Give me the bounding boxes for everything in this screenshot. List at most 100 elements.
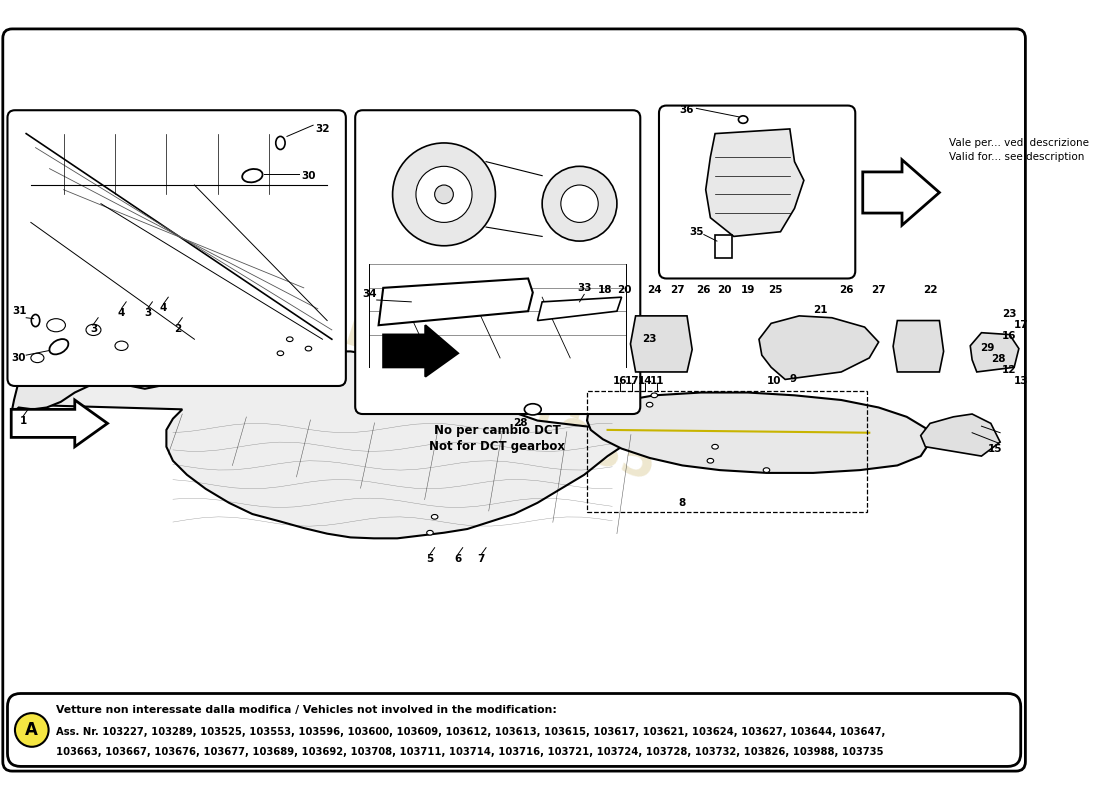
Ellipse shape bbox=[712, 444, 718, 449]
Text: 27: 27 bbox=[670, 285, 685, 294]
Ellipse shape bbox=[763, 468, 770, 473]
Text: 20: 20 bbox=[717, 285, 732, 294]
Ellipse shape bbox=[738, 116, 748, 123]
Text: number 1985: number 1985 bbox=[292, 329, 662, 490]
Ellipse shape bbox=[31, 314, 40, 326]
Ellipse shape bbox=[277, 351, 284, 356]
Text: 28: 28 bbox=[514, 418, 528, 428]
Text: 31: 31 bbox=[12, 306, 26, 316]
Text: 103663, 103667, 103676, 103677, 103689, 103692, 103708, 103711, 103714, 103716, : 103663, 103667, 103676, 103677, 103689, … bbox=[56, 747, 883, 758]
Circle shape bbox=[393, 143, 495, 246]
Text: 21: 21 bbox=[813, 306, 828, 315]
Text: 30: 30 bbox=[11, 353, 26, 363]
Text: 25: 25 bbox=[769, 285, 783, 294]
Ellipse shape bbox=[286, 337, 293, 342]
Ellipse shape bbox=[651, 393, 658, 398]
Text: 5: 5 bbox=[427, 554, 433, 564]
Circle shape bbox=[561, 185, 598, 222]
Circle shape bbox=[542, 166, 617, 241]
FancyBboxPatch shape bbox=[355, 110, 640, 414]
Polygon shape bbox=[630, 316, 692, 372]
Text: 17: 17 bbox=[1013, 320, 1028, 330]
Text: 15: 15 bbox=[988, 444, 1003, 454]
Text: 11: 11 bbox=[650, 376, 664, 386]
Circle shape bbox=[434, 185, 453, 204]
Text: Ass. Nr. 103227, 103289, 103525, 103553, 103596, 103600, 103609, 103612, 103613,: Ass. Nr. 103227, 103289, 103525, 103553,… bbox=[56, 727, 886, 737]
Text: 14: 14 bbox=[638, 376, 652, 386]
Text: 29: 29 bbox=[980, 342, 994, 353]
Bar bbox=[587, 390, 868, 512]
Circle shape bbox=[416, 166, 472, 222]
Text: 2: 2 bbox=[174, 324, 182, 334]
Ellipse shape bbox=[46, 318, 65, 332]
Ellipse shape bbox=[50, 339, 68, 354]
Text: 4: 4 bbox=[160, 303, 167, 314]
Text: 3: 3 bbox=[90, 324, 97, 334]
Ellipse shape bbox=[647, 402, 653, 407]
Text: 4: 4 bbox=[118, 308, 125, 318]
Ellipse shape bbox=[116, 341, 128, 350]
Text: A: A bbox=[25, 721, 39, 739]
Text: 16: 16 bbox=[613, 376, 627, 386]
FancyBboxPatch shape bbox=[8, 694, 1021, 766]
Text: Vale per... vedi descrizione: Vale per... vedi descrizione bbox=[948, 138, 1089, 148]
Text: 33: 33 bbox=[578, 283, 592, 293]
Text: Vetture non interessate dalla modifica / Vehicles not involved in the modificati: Vetture non interessate dalla modifica /… bbox=[56, 706, 557, 715]
Text: 26: 26 bbox=[695, 285, 711, 294]
Polygon shape bbox=[587, 393, 931, 473]
Ellipse shape bbox=[427, 530, 433, 535]
Text: 28: 28 bbox=[991, 354, 1005, 364]
Polygon shape bbox=[11, 306, 183, 414]
Text: 20: 20 bbox=[617, 285, 631, 294]
Polygon shape bbox=[538, 297, 621, 321]
Text: 36: 36 bbox=[680, 106, 694, 115]
Text: 1: 1 bbox=[20, 415, 28, 426]
Text: 23: 23 bbox=[1002, 309, 1016, 319]
Polygon shape bbox=[759, 316, 879, 379]
Ellipse shape bbox=[31, 354, 44, 362]
Text: Valid for... see description: Valid for... see description bbox=[948, 152, 1085, 162]
Polygon shape bbox=[378, 278, 532, 326]
Text: 19: 19 bbox=[740, 285, 755, 294]
Text: No per cambio DCT: No per cambio DCT bbox=[433, 424, 561, 438]
Text: 9: 9 bbox=[789, 374, 796, 385]
Text: 10: 10 bbox=[767, 376, 781, 386]
Ellipse shape bbox=[86, 324, 101, 335]
Text: 22: 22 bbox=[923, 285, 937, 294]
FancyBboxPatch shape bbox=[8, 110, 345, 386]
Text: 13: 13 bbox=[1013, 376, 1028, 386]
Ellipse shape bbox=[525, 404, 541, 415]
FancyBboxPatch shape bbox=[659, 106, 856, 278]
Polygon shape bbox=[921, 414, 1000, 456]
Polygon shape bbox=[19, 346, 625, 538]
Text: 6: 6 bbox=[454, 554, 462, 564]
Text: 24: 24 bbox=[647, 285, 661, 294]
Polygon shape bbox=[970, 333, 1019, 372]
Polygon shape bbox=[11, 400, 108, 446]
Text: 27: 27 bbox=[871, 285, 886, 294]
Text: a possibility for part: a possibility for part bbox=[167, 250, 730, 474]
Ellipse shape bbox=[707, 458, 714, 463]
Text: 32: 32 bbox=[316, 124, 330, 134]
Text: 16: 16 bbox=[1002, 331, 1016, 342]
Text: 34: 34 bbox=[362, 290, 376, 299]
Ellipse shape bbox=[242, 169, 263, 182]
Text: 12: 12 bbox=[1002, 365, 1016, 375]
Text: 35: 35 bbox=[689, 226, 704, 237]
Text: 26: 26 bbox=[838, 285, 854, 294]
Ellipse shape bbox=[276, 137, 285, 150]
Text: 8: 8 bbox=[679, 498, 686, 508]
Bar bbox=[715, 234, 732, 258]
Text: 18: 18 bbox=[597, 285, 612, 294]
Polygon shape bbox=[862, 160, 939, 226]
Text: Not for DCT gearbox: Not for DCT gearbox bbox=[429, 440, 565, 454]
Polygon shape bbox=[893, 321, 944, 372]
Circle shape bbox=[15, 713, 48, 746]
Text: 30: 30 bbox=[301, 170, 316, 181]
FancyBboxPatch shape bbox=[3, 29, 1025, 771]
Polygon shape bbox=[706, 129, 804, 237]
Polygon shape bbox=[383, 326, 458, 377]
Ellipse shape bbox=[305, 346, 311, 351]
Ellipse shape bbox=[431, 514, 438, 519]
Text: 17: 17 bbox=[625, 376, 639, 386]
